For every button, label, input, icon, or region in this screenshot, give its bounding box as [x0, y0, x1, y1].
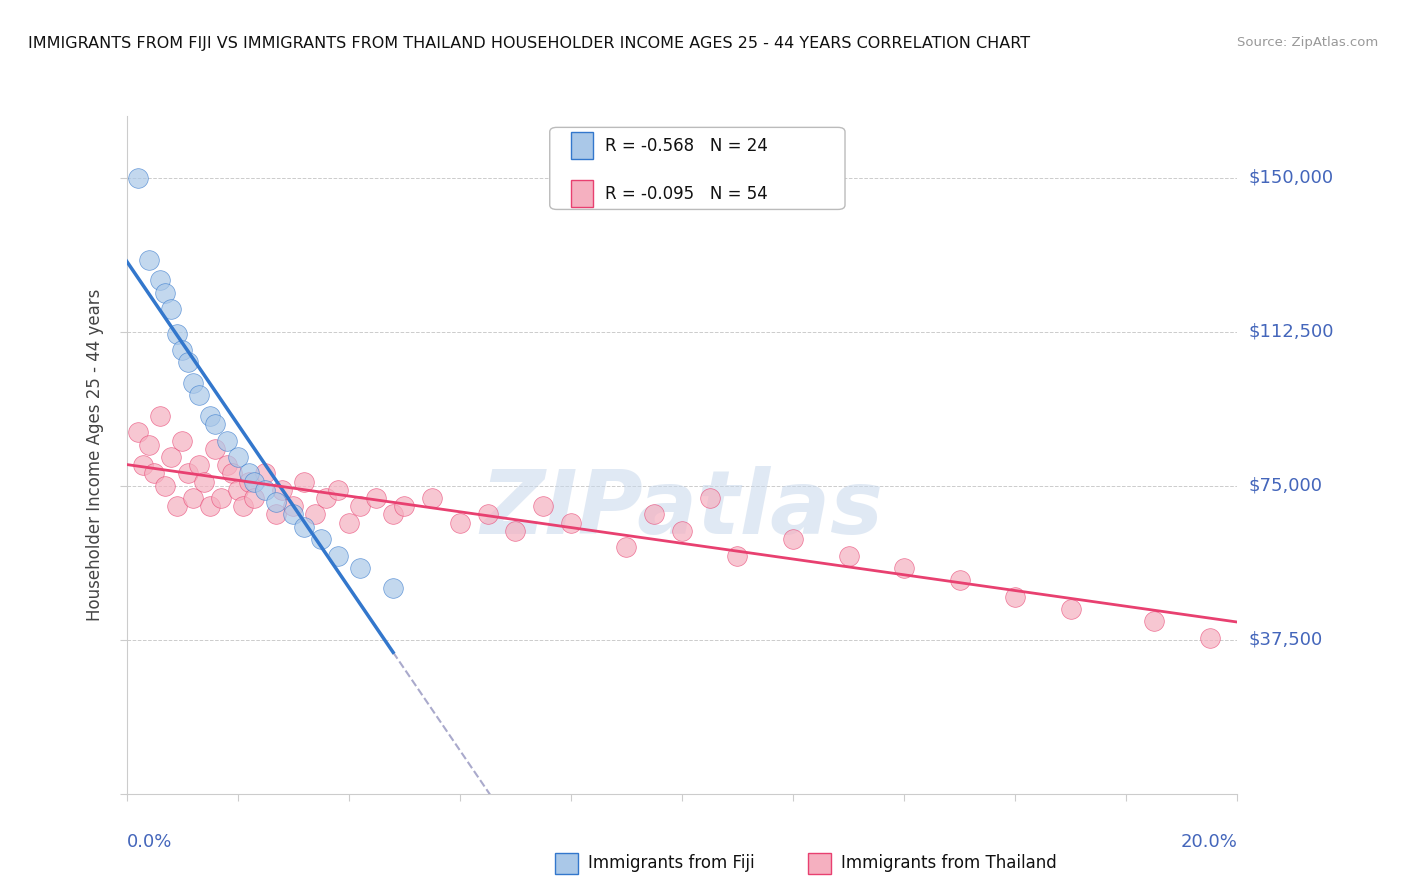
Point	[382, 582, 405, 596]
Point	[782, 532, 804, 546]
Point	[337, 516, 360, 530]
Point	[238, 467, 260, 481]
Point	[893, 561, 915, 575]
Point	[281, 508, 304, 522]
Point	[243, 475, 266, 489]
Text: IMMIGRANTS FROM FIJI VS IMMIGRANTS FROM THAILAND HOUSEHOLDER INCOME AGES 25 - 44: IMMIGRANTS FROM FIJI VS IMMIGRANTS FROM …	[28, 36, 1031, 51]
Text: Source: ZipAtlas.com: Source: ZipAtlas.com	[1237, 36, 1378, 49]
Point	[1004, 590, 1026, 604]
Point	[449, 516, 471, 530]
Text: R = -0.568   N = 24: R = -0.568 N = 24	[605, 137, 768, 155]
Point	[266, 508, 288, 522]
Point	[221, 467, 243, 481]
Point	[155, 479, 177, 493]
Point	[143, 467, 166, 481]
Point	[699, 491, 721, 505]
Text: $112,500: $112,500	[1249, 323, 1334, 341]
Point	[281, 500, 304, 514]
Point	[215, 434, 238, 448]
Point	[1143, 615, 1166, 629]
Point	[149, 273, 172, 287]
Point	[420, 491, 443, 505]
Text: $37,500: $37,500	[1249, 631, 1323, 648]
Point	[266, 495, 288, 509]
Point	[503, 524, 526, 538]
Point	[204, 417, 226, 431]
Point	[187, 458, 209, 473]
Point	[204, 442, 226, 456]
Point	[226, 450, 249, 464]
Point	[254, 467, 277, 481]
Point	[176, 467, 198, 481]
Point	[292, 520, 315, 534]
Point	[1060, 602, 1083, 616]
Point	[172, 343, 194, 358]
Point	[132, 458, 155, 473]
Point	[271, 483, 294, 497]
Point	[127, 170, 149, 185]
Point	[238, 475, 260, 489]
Point	[671, 524, 693, 538]
Point	[232, 500, 254, 514]
Point	[366, 491, 388, 505]
Point	[349, 561, 371, 575]
Text: $75,000: $75,000	[1249, 476, 1323, 495]
Point	[326, 549, 349, 563]
Point	[326, 483, 349, 497]
Point	[155, 285, 177, 300]
Point	[304, 508, 326, 522]
Point	[531, 500, 554, 514]
Point	[243, 491, 266, 505]
Point	[166, 500, 188, 514]
Point	[198, 409, 221, 423]
Point	[176, 355, 198, 369]
Point	[292, 475, 315, 489]
Point	[349, 500, 371, 514]
Point	[727, 549, 749, 563]
Text: 20.0%: 20.0%	[1181, 833, 1237, 851]
Point	[127, 425, 149, 440]
Point	[215, 458, 238, 473]
Y-axis label: Householder Income Ages 25 - 44 years: Householder Income Ages 25 - 44 years	[86, 289, 104, 621]
Text: ZIPatlas: ZIPatlas	[481, 466, 883, 553]
Point	[226, 483, 249, 497]
Point	[160, 301, 183, 316]
Point	[193, 475, 215, 489]
Point	[315, 491, 337, 505]
Point	[209, 491, 232, 505]
Point	[477, 508, 499, 522]
Point	[394, 500, 416, 514]
Point	[643, 508, 665, 522]
Text: 0.0%: 0.0%	[127, 833, 172, 851]
Point	[149, 409, 172, 423]
Point	[254, 483, 277, 497]
Point	[160, 450, 183, 464]
Point	[138, 252, 160, 267]
Point	[614, 541, 637, 555]
Text: $150,000: $150,000	[1249, 169, 1333, 186]
Point	[560, 516, 582, 530]
Text: Immigrants from Thailand: Immigrants from Thailand	[841, 855, 1056, 872]
Point	[172, 434, 194, 448]
Point	[181, 491, 204, 505]
Text: R = -0.095   N = 54: R = -0.095 N = 54	[605, 186, 768, 203]
Point	[948, 573, 970, 587]
Text: Immigrants from Fiji: Immigrants from Fiji	[588, 855, 755, 872]
Point	[198, 500, 221, 514]
Point	[309, 532, 332, 546]
Point	[181, 376, 204, 390]
Point	[1198, 631, 1220, 645]
Point	[138, 437, 160, 451]
Point	[166, 326, 188, 341]
Point	[838, 549, 860, 563]
Point	[382, 508, 405, 522]
Point	[187, 388, 209, 402]
